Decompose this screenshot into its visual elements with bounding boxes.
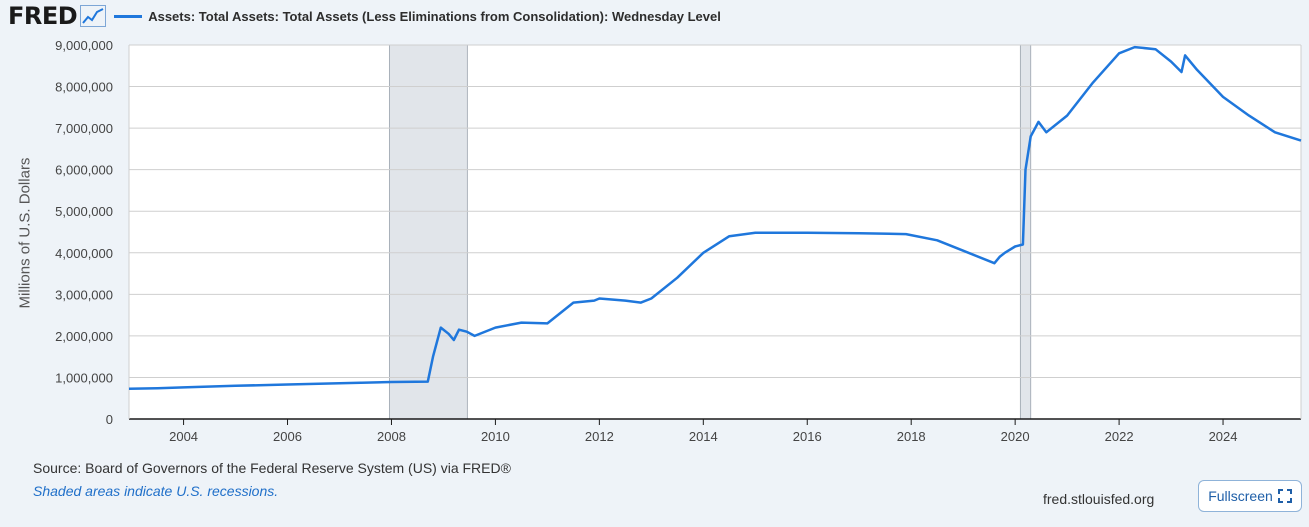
y-axis-ticks: 0 1,000,000 2,000,000 3,000,000 4,000,000 5,0… — [55, 38, 113, 427]
chart-header: FRED Assets: Total Assets: Total Assets … — [8, 2, 721, 30]
recession-band — [1019, 44, 1032, 420]
x-tick-label: 2018 — [897, 429, 926, 444]
x-tick-label: 2006 — [273, 429, 302, 444]
y-tick-label: 0 — [106, 412, 113, 427]
series-line[interactable] — [128, 45, 1302, 390]
plot-area — [129, 45, 1301, 419]
x-tick-label: 2014 — [689, 429, 718, 444]
x-tick-label: 2004 — [169, 429, 198, 444]
fullscreen-label: Fullscreen — [1208, 488, 1273, 504]
x-tick-label: 2010 — [481, 429, 510, 444]
series-layer — [128, 45, 1302, 390]
fullscreen-button[interactable]: Fullscreen — [1198, 480, 1302, 512]
x-tick-label: 2022 — [1105, 429, 1134, 444]
x-tick-label: 2016 — [793, 429, 822, 444]
recession-band — [388, 44, 468, 420]
recession-note: Shaded areas indicate U.S. recessions. — [33, 483, 279, 499]
y-tick-label: 8,000,000 — [55, 80, 113, 95]
y-tick-label: 2,000,000 — [55, 329, 113, 344]
y-tick-label: 7,000,000 — [55, 121, 113, 136]
y-tick-label: 1,000,000 — [55, 370, 113, 385]
y-tick-label: 6,000,000 — [55, 163, 113, 178]
x-tick-label: 2012 — [585, 429, 614, 444]
y-axis-label: Millions of U.S. Dollars — [16, 157, 34, 309]
fred-logo[interactable]: FRED — [8, 2, 78, 30]
x-axis-ticks: 2004 2006 2008 2010 2012 2014 2016 2018 2020 2022… — [169, 419, 1238, 444]
fullscreen-icon — [1277, 489, 1292, 503]
legend-swatch — [114, 14, 143, 18]
legend-label[interactable]: Assets: Total Assets: Total Assets (Less… — [148, 8, 721, 24]
grid-lines — [128, 44, 1302, 420]
source-note[interactable]: Source: Board of Governors of the Federa… — [33, 460, 511, 476]
x-tick-label: 2024 — [1209, 429, 1238, 444]
y-tick-label: 5,000,000 — [55, 204, 113, 219]
assets-line-chart: 0 1,000,000 2,000,000 3,000,000 4,000,000 5,0… — [55, 38, 1302, 444]
y-tick-label: 9,000,000 — [55, 38, 113, 53]
y-tick-label: 3,000,000 — [55, 287, 113, 302]
site-url[interactable]: fred.stlouisfed.org — [1043, 491, 1155, 507]
line-chart-icon — [80, 5, 107, 27]
x-tick-label: 2020 — [1001, 429, 1030, 444]
x-tick-label: 2008 — [377, 429, 406, 444]
y-tick-label: 4,000,000 — [55, 246, 113, 261]
